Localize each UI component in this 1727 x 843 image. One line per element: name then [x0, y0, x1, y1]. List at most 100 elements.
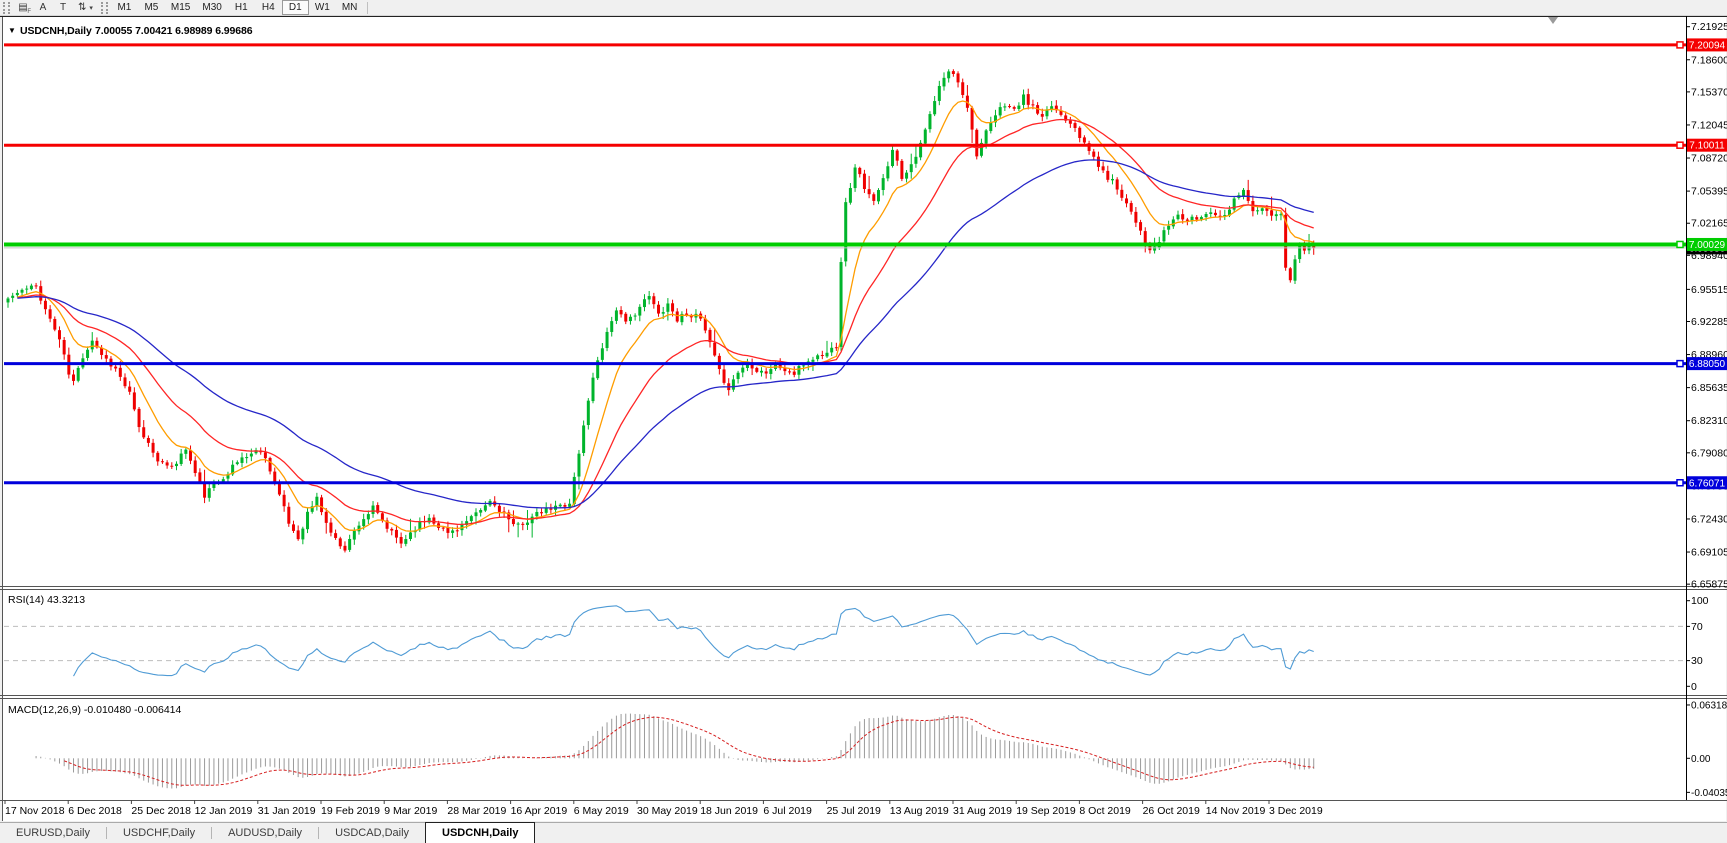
- price-tick-label: 6.65875: [1691, 579, 1727, 591]
- rsi-indicator-label: RSI(14) 43.3213: [8, 594, 85, 606]
- svg-text:7.00029: 7.00029: [1689, 240, 1726, 251]
- level-badge-7-20094: 7.20094: [1687, 38, 1727, 52]
- level-badge-7-00029: 7.00029: [1687, 237, 1727, 251]
- top-toolbar: ▤ F A T ⇅ ▾ M1 M5 M15 M30 H1 H4 D1 W1 MN: [0, 0, 1727, 16]
- price-tick-label: 6.72430: [1691, 513, 1727, 525]
- date-tick-label: 3 Dec 2019: [1269, 805, 1323, 817]
- price-tick-label: 6.92285: [1691, 316, 1727, 328]
- timeframe-w1-button[interactable]: W1: [314, 2, 330, 13]
- date-tick-label: 9 Mar 2019: [384, 805, 437, 817]
- date-tick-label: 18 Jun 2019: [700, 805, 758, 817]
- date-tick-label: 6 Jul 2019: [763, 805, 812, 817]
- hline-7-00029[interactable]: [4, 240, 1686, 249]
- tab-audusd-daily[interactable]: AUDUSD,Daily: [228, 827, 303, 839]
- svg-text:6.76071: 6.76071: [1689, 478, 1726, 489]
- date-tick-label: 25 Dec 2018: [131, 805, 191, 817]
- macd-tick-label: -0.040355: [1691, 788, 1727, 799]
- timeframe-m1-button[interactable]: M1: [117, 2, 132, 13]
- timeframe-h4-button[interactable]: H4: [261, 2, 275, 13]
- price-tick-label: 6.82310: [1691, 415, 1727, 427]
- macd-signal-line: [63, 716, 1314, 786]
- tab-usdcnh-daily[interactable]: USDCNH,Daily: [425, 822, 536, 843]
- date-tick-label: 26 Oct 2019: [1143, 805, 1200, 817]
- tab-separator: [105, 827, 107, 839]
- rsi-tick-label: 70: [1691, 621, 1703, 633]
- date-tick-label: 12 Jan 2019: [195, 805, 253, 817]
- date-tick-label: 19 Sep 2019: [1016, 805, 1076, 817]
- price-tick-label: 7.18600: [1691, 54, 1727, 66]
- level-badge-7-10011: 7.10011: [1687, 138, 1727, 152]
- time-axis[interactable]: 17 Nov 2018 6 Dec 2018 25 Dec 2018 12 Jan 2…: [4, 800, 1323, 817]
- rsi-tick-label: 100: [1691, 595, 1709, 607]
- symbol-dropdown-icon[interactable]: ▼: [8, 26, 16, 35]
- level-badge-6-76071: 6.76071: [1687, 476, 1727, 490]
- date-tick-label: 13 Aug 2019: [890, 805, 949, 817]
- ma-fast-line: [17, 100, 1314, 532]
- tool-icons-group: ▤ F A T ⇅ ▾: [13, 0, 98, 15]
- date-tick-label: 19 Feb 2019: [321, 805, 380, 817]
- date-tick-label: 31 Aug 2019: [953, 805, 1012, 817]
- chart-title: ▼ USDCNH,Daily 7.00055 7.00421 6.98989 6.9…: [8, 25, 253, 37]
- svg-text:6.88050: 6.88050: [1689, 359, 1726, 370]
- price-tick-label: 6.85635: [1691, 382, 1727, 394]
- toolbar-grip-2[interactable]: [100, 1, 108, 14]
- macd-tick-label: 0.063184: [1691, 700, 1727, 711]
- hline-6-88050[interactable]: [4, 359, 1686, 368]
- timeframe-group: M1 M5 M15 M30 H1 H4 D1 W1 MN: [111, 0, 363, 15]
- price-tick-label: 7.21925: [1691, 21, 1727, 33]
- profiles-icon[interactable]: ▤ F: [18, 2, 31, 15]
- hline-7-20094[interactable]: [4, 41, 1686, 49]
- svg-text:7.20094: 7.20094: [1689, 40, 1726, 51]
- rsi-tick-label: 0: [1691, 681, 1697, 693]
- price-tick-label: 6.79080: [1691, 447, 1727, 459]
- rsi-line: [73, 605, 1314, 677]
- rsi-tick-label: 30: [1691, 655, 1703, 667]
- timeframe-h1-button[interactable]: H1: [234, 2, 248, 13]
- chart-title-symbol: USDCNH,Daily: [20, 25, 92, 37]
- chart-shift-marker[interactable]: [1548, 17, 1558, 24]
- chevron-down-icon[interactable]: ▾: [89, 4, 93, 12]
- date-tick-label: 17 Nov 2018: [5, 805, 65, 817]
- macd-indicator-label: MACD(12,26,9) -0.010480 -0.006414: [8, 704, 182, 716]
- timeframe-m15-button[interactable]: M15: [170, 2, 191, 13]
- hline-6-76071[interactable]: [4, 479, 1686, 487]
- ma-slow-line: [17, 159, 1314, 509]
- text-tool-icon[interactable]: T: [59, 2, 67, 13]
- price-tick-label: 7.05395: [1691, 186, 1727, 198]
- date-tick-label: 16 Apr 2019: [511, 805, 568, 817]
- price-tick-label: 6.69105: [1691, 547, 1727, 559]
- date-tick-label: 30 May 2019: [637, 805, 698, 817]
- svg-text:7.10011: 7.10011: [1689, 141, 1725, 152]
- timeframe-m5-button[interactable]: M5: [144, 2, 159, 13]
- level-badge-6-88050: 6.88050: [1687, 357, 1727, 371]
- chart-title-ohlc: 7.00055 7.00421 6.98989 6.99686: [95, 25, 253, 37]
- date-tick-label: 6 Dec 2018: [68, 805, 122, 817]
- indicators-icon[interactable]: ⇅ ▾: [78, 2, 93, 13]
- chart-tabs-bar: EURUSD,Daily USDCHF,Daily AUDUSD,Daily USDC…: [0, 822, 1727, 843]
- date-tick-label: 14 Nov 2019: [1206, 805, 1266, 817]
- candlestick-series: [6, 69, 1316, 553]
- price-tick-label: 7.12045: [1691, 119, 1727, 131]
- chart-window-bg: [2, 15, 1726, 821]
- timeframe-mn-button[interactable]: MN: [341, 2, 358, 13]
- date-tick-label: 25 Jul 2019: [827, 805, 881, 817]
- arrow-tool-icon[interactable]: A: [39, 2, 47, 13]
- macd-tick-label: 0.00: [1691, 754, 1711, 765]
- date-tick-label: 8 Oct 2019: [1079, 805, 1131, 817]
- tab-separator: [318, 827, 320, 839]
- timeframe-m30-button[interactable]: M30: [202, 2, 222, 13]
- hline-7-10011[interactable]: [4, 141, 1686, 149]
- toolbar-separator: [367, 1, 369, 14]
- date-tick-label: 31 Jan 2019: [258, 805, 316, 817]
- profiles-icon-sub: F: [27, 9, 31, 15]
- price-tick-label: 7.08720: [1691, 153, 1727, 165]
- timeframe-d1-button[interactable]: D1: [281, 0, 309, 15]
- price-tick-label: 6.95515: [1691, 284, 1727, 296]
- price-tick-label: 7.15370: [1691, 86, 1727, 98]
- toolbar-grip[interactable]: [3, 1, 10, 14]
- price-tick-label: 7.02165: [1691, 218, 1727, 230]
- tab-eurusd-daily[interactable]: EURUSD,Daily: [16, 827, 90, 839]
- tab-usdcad-daily[interactable]: USDCAD,Daily: [335, 827, 410, 839]
- tab-usdchf-daily[interactable]: USDCHF,Daily: [122, 827, 196, 839]
